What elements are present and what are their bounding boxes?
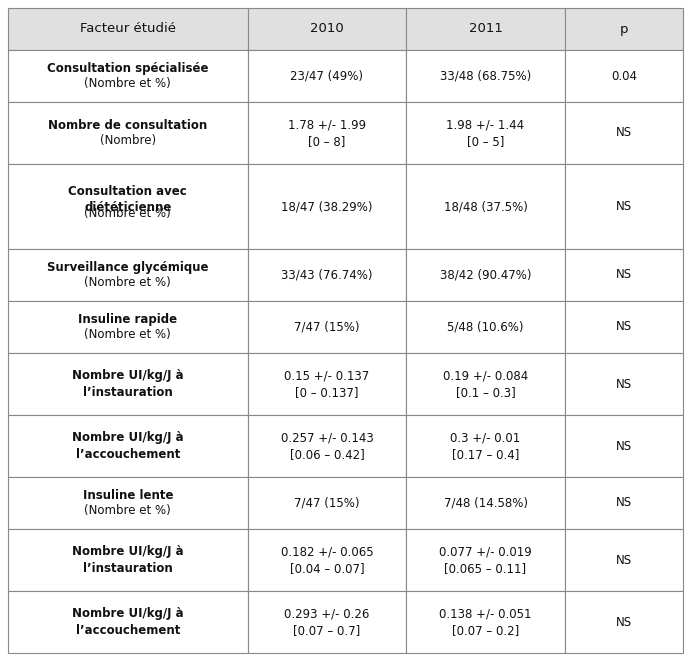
Text: NS: NS: [616, 126, 632, 140]
Bar: [8, 477, 247, 529]
Bar: [406, 249, 565, 301]
Text: Consultation avec
diététicienne: Consultation avec diététicienne: [68, 185, 187, 214]
Bar: [8, 353, 247, 415]
Text: 0.15 +/- 0.137
[0 – 0.137]: 0.15 +/- 0.137 [0 – 0.137]: [284, 369, 370, 399]
Text: 0.077 +/- 0.019
[0.065 – 0.11]: 0.077 +/- 0.019 [0.065 – 0.11]: [439, 545, 532, 575]
Bar: [406, 164, 565, 249]
Text: Nombre UI/kg/J à
l’instauration: Nombre UI/kg/J à l’instauration: [72, 369, 184, 399]
Text: Facteur étudié: Facteur étudié: [80, 23, 176, 36]
Bar: [565, 353, 683, 415]
Bar: [565, 50, 683, 102]
Text: 0.138 +/- 0.051
[0.07 – 0.2]: 0.138 +/- 0.051 [0.07 – 0.2]: [439, 607, 532, 637]
Text: 7/48 (14.58%): 7/48 (14.58%): [444, 496, 527, 510]
Text: 1.98 +/- 1.44
[0 – 5]: 1.98 +/- 1.44 [0 – 5]: [446, 118, 524, 148]
Text: (Nombre et %): (Nombre et %): [84, 207, 171, 220]
Text: NS: NS: [616, 440, 632, 453]
Text: 0.182 +/- 0.065
[0.04 – 0.07]: 0.182 +/- 0.065 [0.04 – 0.07]: [281, 545, 373, 575]
Text: (Nombre): (Nombre): [100, 134, 156, 147]
Bar: [247, 591, 406, 653]
Text: p: p: [620, 23, 628, 36]
Text: 0.3 +/- 0.01
[0.17 – 0.4]: 0.3 +/- 0.01 [0.17 – 0.4]: [451, 431, 521, 461]
Text: NS: NS: [616, 616, 632, 628]
Text: NS: NS: [616, 320, 632, 334]
Text: NS: NS: [616, 553, 632, 567]
Text: 33/43 (76.74%): 33/43 (76.74%): [281, 269, 372, 281]
Bar: [247, 102, 406, 164]
Bar: [565, 477, 683, 529]
Bar: [565, 415, 683, 477]
Bar: [247, 477, 406, 529]
Bar: [247, 50, 406, 102]
Text: 7/47 (15%): 7/47 (15%): [294, 496, 360, 510]
Bar: [8, 102, 247, 164]
Bar: [247, 301, 406, 353]
Text: 1.78 +/- 1.99
[0 – 8]: 1.78 +/- 1.99 [0 – 8]: [288, 118, 366, 148]
Bar: [565, 8, 683, 50]
Bar: [247, 415, 406, 477]
Bar: [406, 529, 565, 591]
Bar: [8, 301, 247, 353]
Text: (Nombre et %): (Nombre et %): [84, 328, 171, 341]
Text: 5/48 (10.6%): 5/48 (10.6%): [447, 320, 524, 334]
Text: Insuline rapide: Insuline rapide: [78, 313, 178, 326]
Text: NS: NS: [616, 496, 632, 510]
Text: NS: NS: [616, 200, 632, 213]
Bar: [406, 353, 565, 415]
Text: 0.19 +/- 0.084
[0.1 – 0.3]: 0.19 +/- 0.084 [0.1 – 0.3]: [443, 369, 528, 399]
Bar: [8, 8, 247, 50]
Bar: [406, 50, 565, 102]
Bar: [8, 249, 247, 301]
Bar: [247, 8, 406, 50]
Bar: [247, 249, 406, 301]
Text: NS: NS: [616, 377, 632, 391]
Text: (Nombre et %): (Nombre et %): [84, 275, 171, 289]
Bar: [565, 102, 683, 164]
Text: Surveillance glycémique: Surveillance glycémique: [47, 261, 209, 274]
Bar: [406, 102, 565, 164]
Bar: [406, 415, 565, 477]
Bar: [565, 164, 683, 249]
Bar: [406, 477, 565, 529]
Text: (Nombre et %): (Nombre et %): [84, 504, 171, 516]
Text: 0.293 +/- 0.26
[0.07 – 0.7]: 0.293 +/- 0.26 [0.07 – 0.7]: [284, 607, 370, 637]
Text: (Nombre et %): (Nombre et %): [84, 77, 171, 89]
Text: Consultation spécialisée: Consultation spécialisée: [47, 62, 209, 75]
Bar: [8, 529, 247, 591]
Bar: [565, 249, 683, 301]
Text: NS: NS: [616, 269, 632, 281]
Bar: [565, 301, 683, 353]
Text: Insuline lente: Insuline lente: [82, 489, 173, 502]
Text: 38/42 (90.47%): 38/42 (90.47%): [439, 269, 531, 281]
Text: Nombre UI/kg/J à
l’accouchement: Nombre UI/kg/J à l’accouchement: [72, 431, 184, 461]
Bar: [247, 164, 406, 249]
Text: 18/48 (37.5%): 18/48 (37.5%): [444, 200, 527, 213]
Text: 2011: 2011: [468, 23, 502, 36]
Text: 0.04: 0.04: [611, 70, 637, 83]
Text: 0.257 +/- 0.143
[0.06 – 0.42]: 0.257 +/- 0.143 [0.06 – 0.42]: [281, 431, 373, 461]
Bar: [406, 591, 565, 653]
Text: 7/47 (15%): 7/47 (15%): [294, 320, 360, 334]
Text: 2010: 2010: [310, 23, 344, 36]
Bar: [406, 8, 565, 50]
Text: 33/48 (68.75%): 33/48 (68.75%): [440, 70, 531, 83]
Bar: [565, 591, 683, 653]
Text: 23/47 (49%): 23/47 (49%): [290, 70, 363, 83]
Bar: [565, 529, 683, 591]
Text: Nombre UI/kg/J à
l’instauration: Nombre UI/kg/J à l’instauration: [72, 545, 184, 575]
Bar: [8, 591, 247, 653]
Text: 18/47 (38.29%): 18/47 (38.29%): [281, 200, 372, 213]
Text: Nombre de consultation: Nombre de consultation: [48, 119, 207, 132]
Bar: [8, 415, 247, 477]
Bar: [8, 164, 247, 249]
Bar: [247, 529, 406, 591]
Bar: [247, 353, 406, 415]
Text: Nombre UI/kg/J à
l’accouchement: Nombre UI/kg/J à l’accouchement: [72, 607, 184, 637]
Bar: [8, 50, 247, 102]
Bar: [406, 301, 565, 353]
